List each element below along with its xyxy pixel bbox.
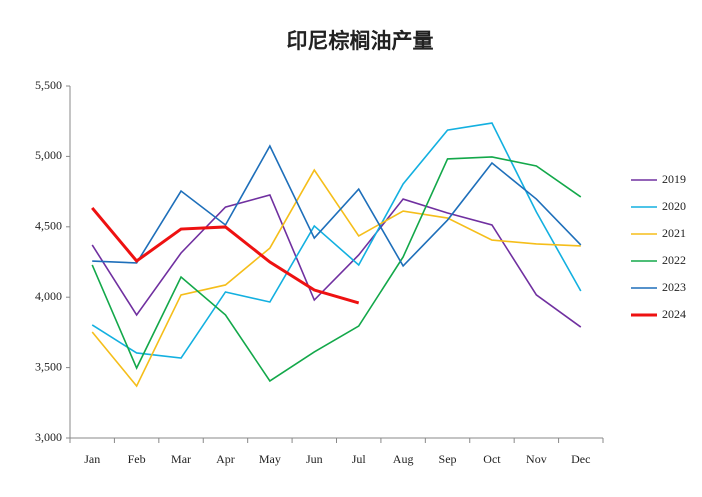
series-line [91, 122, 582, 359]
y-tick-label: 4,000 [35, 289, 62, 303]
x-tick-label: Dec [571, 452, 590, 466]
legend-label: 2019 [662, 172, 686, 186]
x-tick-label: Mar [171, 452, 191, 466]
x-tick-label: Jul [352, 452, 367, 466]
x-tick-label: Oct [483, 452, 501, 466]
x-tick-label: Sep [439, 452, 457, 466]
y-tick-label: 5,000 [35, 148, 62, 162]
legend-label: 2021 [662, 226, 686, 240]
chart-title: 印尼棕榈油产量 [287, 29, 434, 53]
legend-label: 2023 [662, 280, 686, 294]
y-tick-label: 3,500 [35, 359, 62, 373]
x-tick-label: Nov [526, 452, 547, 466]
legend-label: 2024 [662, 307, 686, 321]
x-tick-label: Jan [84, 452, 100, 466]
legend-label: 2020 [662, 199, 686, 213]
series-line [91, 206, 360, 305]
x-tick-label: Feb [128, 452, 146, 466]
series-line [91, 194, 582, 328]
series-line [92, 144, 582, 268]
x-tick-label: May [259, 452, 281, 466]
x-tick-label: Jun [306, 452, 323, 466]
series-line [91, 156, 582, 383]
y-tick-label: 5,500 [35, 78, 62, 92]
x-tick-label: Apr [216, 452, 235, 466]
x-tick-label: Aug [393, 452, 414, 466]
legend-label: 2022 [662, 253, 686, 267]
series-line [91, 168, 581, 388]
y-tick-label: 3,000 [35, 430, 62, 444]
y-tick-label: 4,500 [35, 219, 62, 233]
